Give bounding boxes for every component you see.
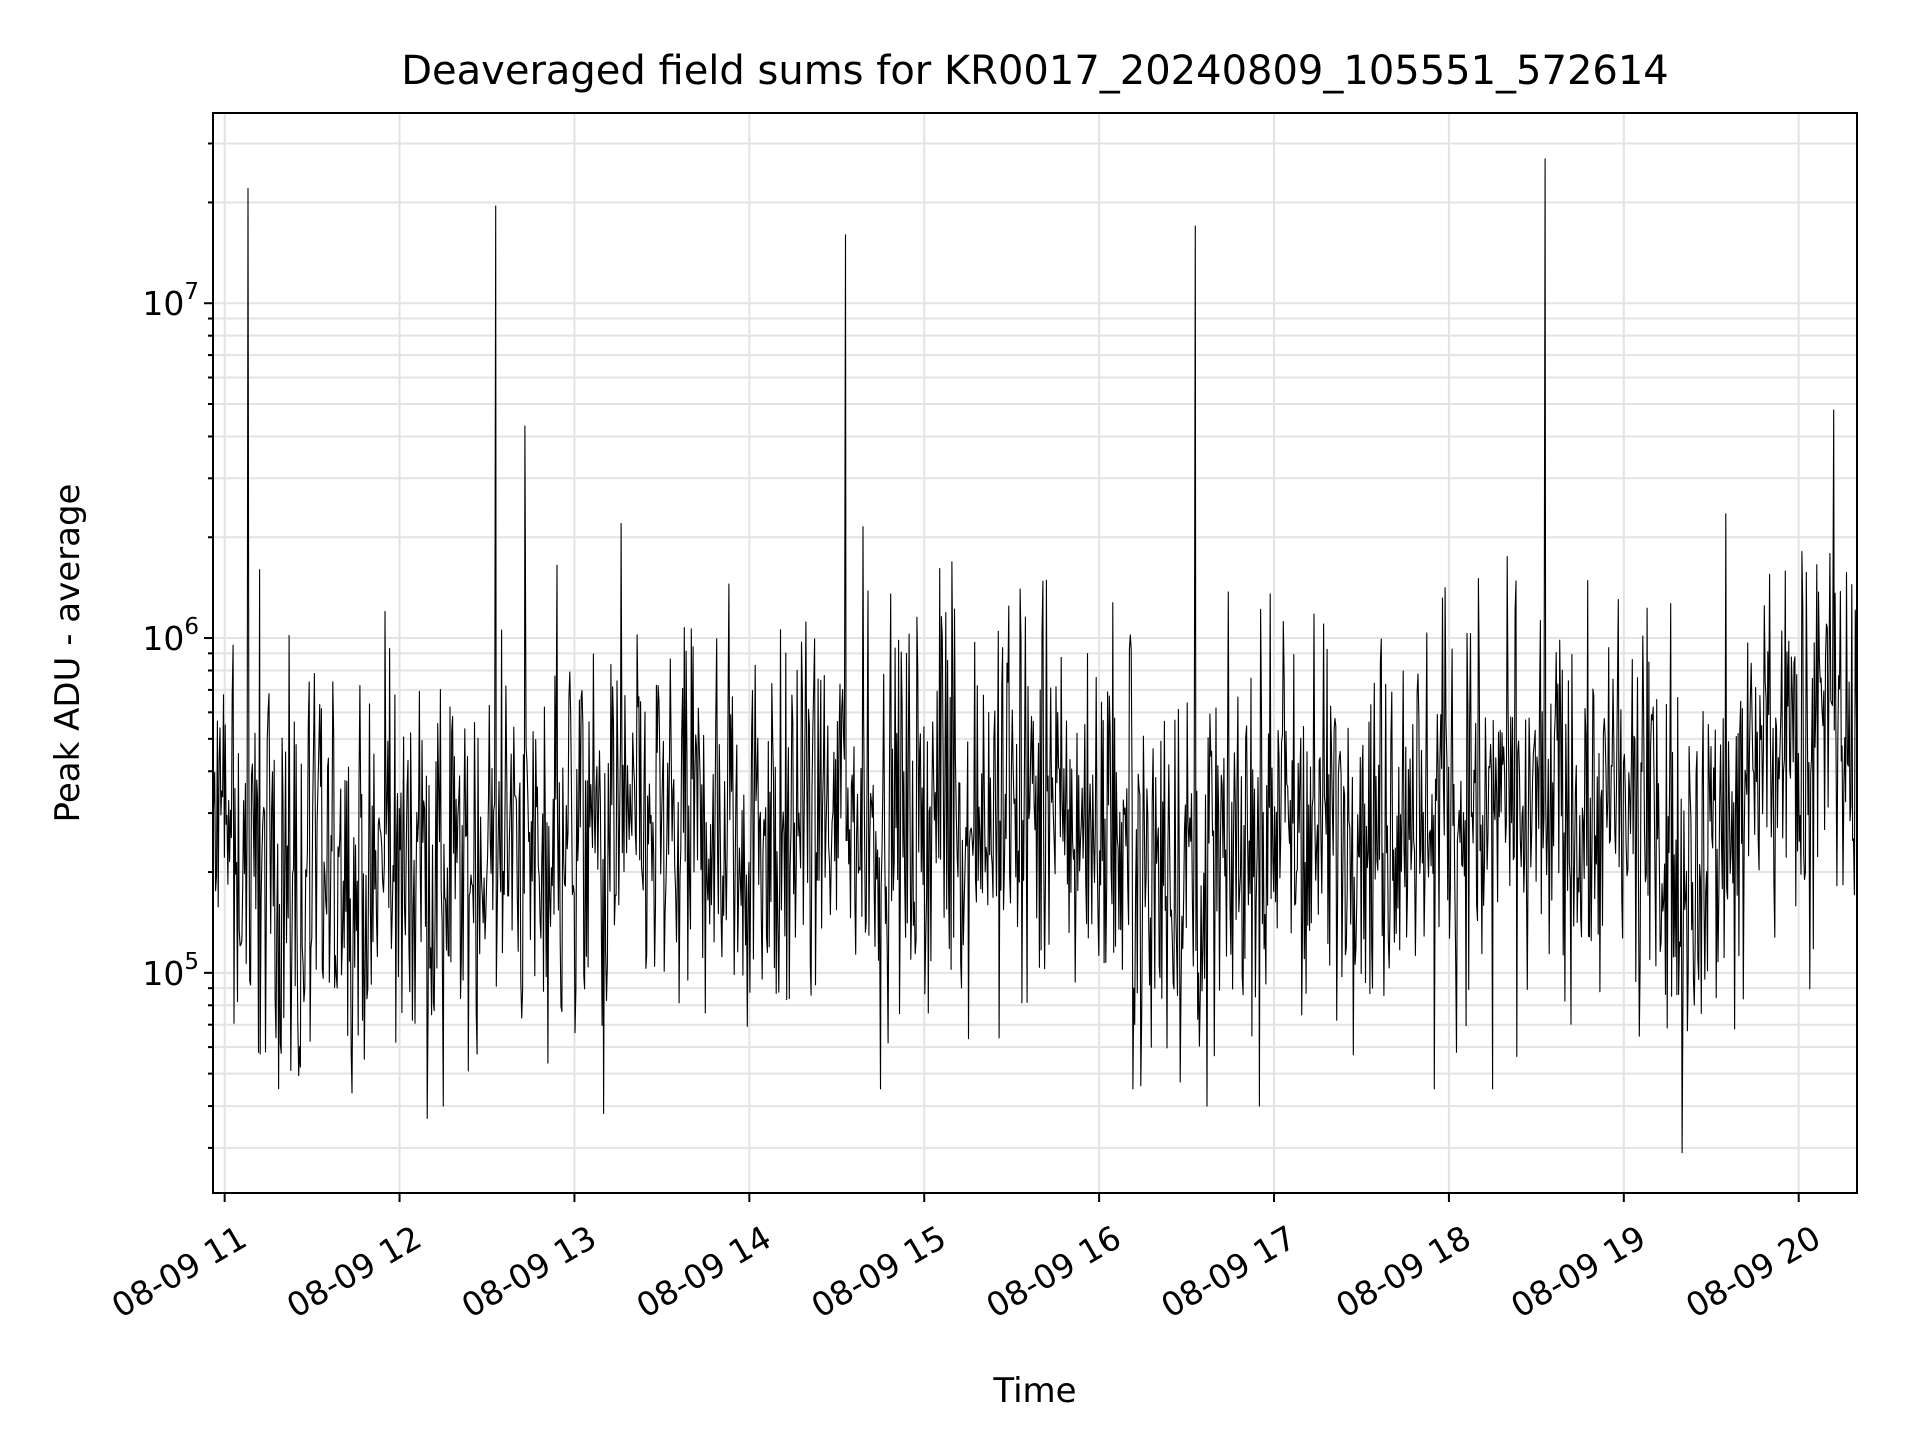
y-tick-exponent: 7 [184, 279, 199, 305]
y-axis-label: Peak ADU - average [48, 484, 88, 823]
y-tick-base: 10 [142, 954, 184, 993]
series-lines [212, 158, 1858, 1154]
y-tick-exponent: 5 [184, 949, 199, 975]
y-tick-label: 105 [142, 949, 199, 993]
y-tick-base: 10 [142, 619, 184, 658]
y-tick-label: 107 [142, 279, 199, 323]
chart-title: Deaveraged field sums for KR0017_2024080… [401, 48, 1669, 94]
y-tick-label: 106 [142, 614, 199, 658]
x-axis-label: Time [992, 1371, 1076, 1411]
y-tick-exponent: 6 [184, 614, 199, 640]
y-tick-base: 10 [142, 284, 184, 323]
series-line [212, 158, 1858, 1154]
